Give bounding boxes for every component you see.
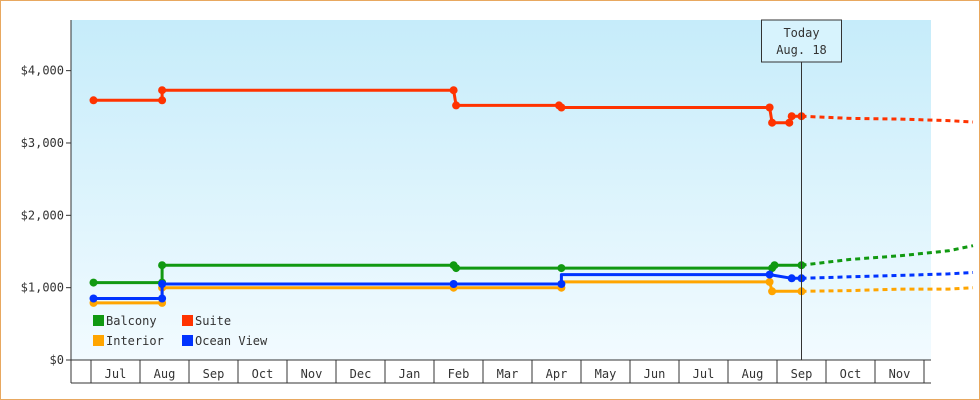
y-tick-label: $0 [50, 353, 64, 367]
data-point-interior [768, 287, 777, 296]
data-point-ocean-view [158, 280, 167, 288]
today-callout-box [761, 19, 842, 63]
legend-item-interior: Interior [93, 334, 164, 348]
today-label: Today [783, 26, 819, 40]
data-point-ocean-view [449, 280, 458, 288]
x-tick-label: Jul [693, 367, 715, 381]
data-point-ocean-view [787, 274, 796, 283]
x-tick-label: May [595, 367, 617, 381]
data-point-suite [158, 96, 167, 105]
forecast-line-suite [801, 114, 974, 124]
x-tick-label: Oct [840, 367, 862, 381]
data-point-suite [785, 118, 794, 127]
x-tick-label: Sep [203, 367, 225, 381]
legend-label: Balcony [106, 314, 157, 328]
data-point-interior [765, 277, 774, 286]
forecast-line-balcony [801, 244, 974, 267]
x-tick-label: Aug [154, 367, 176, 381]
data-point-suite [768, 118, 777, 127]
x-tick-label: Aug [742, 367, 764, 381]
x-tick-label: Jul [105, 367, 127, 381]
legend-label: Suite [195, 314, 231, 328]
legend: Balcony Suite Interior Ocean View [93, 314, 268, 348]
forecast-line-interior [801, 286, 974, 293]
data-point-balcony [89, 278, 98, 287]
x-tick-label: Oct [252, 367, 274, 381]
data-point-ocean-view [89, 294, 98, 303]
today-date: Aug. 18 [776, 43, 827, 57]
y-tick-label: $2,000 [21, 208, 64, 222]
x-tick-label: Dec [350, 367, 372, 381]
forecast-line-ocean-view [801, 271, 974, 280]
series-suite [89, 86, 974, 127]
today-marker: Today Aug. 18 [761, 19, 842, 360]
x-tick-label: Jun [644, 367, 666, 381]
data-point-ocean-view [158, 294, 167, 303]
y-tick-label: $4,000 [21, 64, 64, 78]
series-ocean-view [89, 270, 974, 303]
legend-label: Ocean View [195, 334, 268, 348]
x-tick-label: Jan [399, 367, 421, 381]
series-layer [89, 86, 974, 307]
y-tick-label: $1,000 [21, 281, 64, 295]
legend-swatch [182, 315, 193, 326]
data-point-suite [787, 112, 796, 121]
x-tick-label: Sep [791, 367, 813, 381]
x-tick-label: Apr [546, 367, 568, 381]
x-tick-label: Feb [448, 367, 470, 381]
data-point-balcony [158, 261, 167, 270]
legend-swatch [93, 335, 104, 346]
data-point-suite [449, 86, 458, 95]
legend-item-balcony: Balcony [93, 314, 157, 328]
data-point-suite [89, 96, 98, 105]
legend-item-ocean-view: Ocean View [182, 334, 268, 348]
legend-item-suite: Suite [182, 314, 231, 328]
x-tick-label: Nov [301, 367, 323, 381]
data-point-balcony [452, 264, 461, 273]
x-tick-label: Nov [889, 367, 911, 381]
data-point-balcony [557, 264, 566, 273]
data-point-ocean-view [557, 280, 566, 288]
data-point-ocean-view [765, 270, 774, 279]
data-point-suite [765, 103, 774, 112]
legend-swatch [93, 315, 104, 326]
data-point-suite [158, 86, 167, 95]
legend-swatch [182, 335, 193, 346]
data-point-suite [452, 101, 461, 110]
axes: $0 $1,000 $2,000 $3,000 $4,000 Jul Aug Sep Oct No… [21, 20, 931, 384]
data-point-balcony [770, 261, 779, 270]
legend-label: Interior [106, 334, 164, 348]
y-tick-label: $3,000 [21, 136, 64, 150]
data-point-suite [557, 103, 566, 112]
x-tick-label: Mar [497, 367, 519, 381]
plot-background [71, 20, 931, 360]
